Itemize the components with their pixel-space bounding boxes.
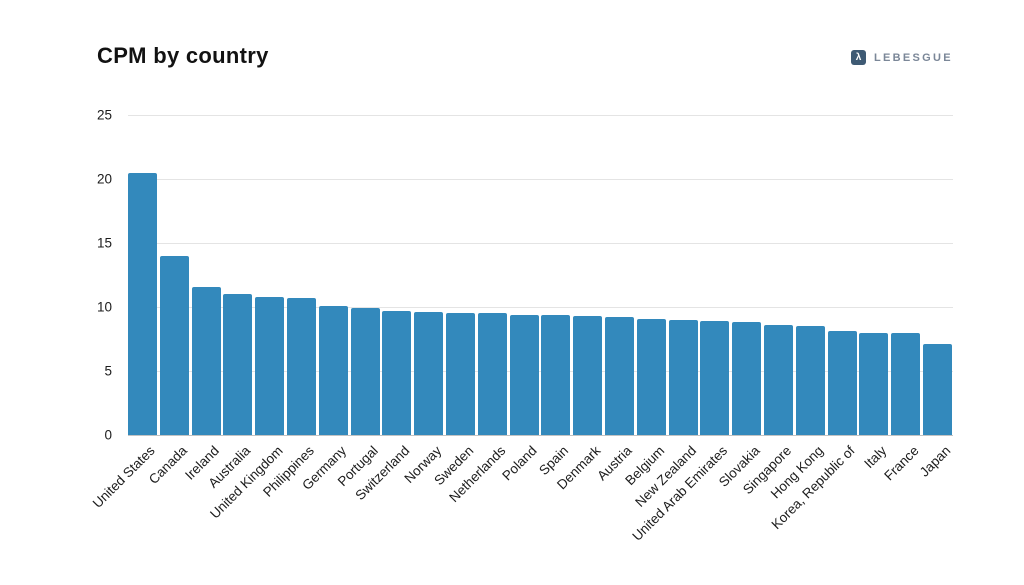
gridline <box>128 179 953 180</box>
bar-philippines <box>287 298 316 435</box>
lebesgue-logo: λ LEBESGUE <box>851 50 953 65</box>
lambda-logo-icon: λ <box>851 50 866 65</box>
bar-new-zealand <box>668 319 698 435</box>
bar-united-kingdom <box>255 296 285 435</box>
bar-ireland <box>191 286 221 435</box>
x-tick-label: Japan <box>916 443 954 480</box>
x-tick-label: Poland <box>499 443 540 484</box>
x-axis-line <box>128 435 953 436</box>
bar-hong-kong <box>795 326 825 435</box>
bar-sweden <box>446 313 475 435</box>
bar-denmark <box>573 315 603 435</box>
bar-korea-republic-of <box>827 331 857 435</box>
bar-netherlands <box>477 313 507 435</box>
bar-austria <box>605 317 634 435</box>
logo-text: LEBESGUE <box>874 51 953 64</box>
gridline <box>128 307 953 308</box>
bar-canada <box>159 255 189 435</box>
bar-australia <box>223 294 253 435</box>
bar-belgium <box>636 318 666 435</box>
gridline <box>128 243 953 244</box>
bar-norway <box>414 312 444 435</box>
x-tick-label: France <box>880 443 922 484</box>
bar-germany <box>318 305 348 435</box>
bar-italy <box>859 332 889 435</box>
y-tick-label: 10 <box>96 299 112 315</box>
bar-slovakia <box>732 322 762 435</box>
bar-switzerland <box>382 310 412 435</box>
y-tick-label: 0 <box>104 427 112 443</box>
y-tick-label: 5 <box>104 363 112 379</box>
y-tick-label: 15 <box>96 235 112 251</box>
bar-poland <box>509 314 539 435</box>
bar-spain <box>541 314 571 435</box>
bar-japan <box>923 344 952 435</box>
y-tick-label: 20 <box>96 171 112 187</box>
gridline <box>128 115 953 116</box>
bar-united-arab-emirates <box>700 321 730 435</box>
bar-portugal <box>350 308 380 435</box>
chart-title: CPM by country <box>97 43 269 68</box>
bar-france <box>891 332 921 435</box>
bar-singapore <box>764 324 793 435</box>
gridline <box>128 371 953 372</box>
y-tick-label: 25 <box>96 107 112 123</box>
bar-united-states <box>128 172 157 435</box>
